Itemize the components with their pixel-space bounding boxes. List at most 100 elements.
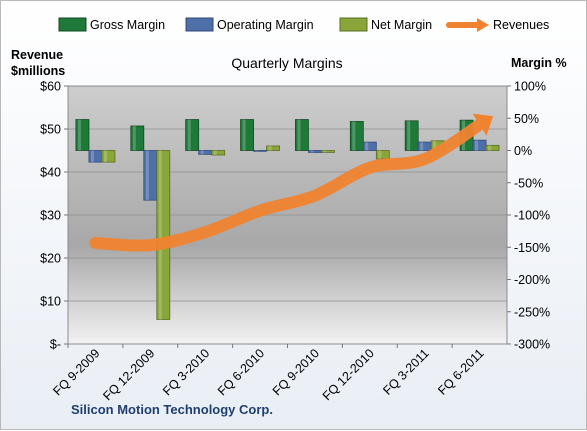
bar-group [295, 120, 308, 151]
bar-operating-margin [254, 151, 267, 152]
bar-group [350, 121, 363, 150]
legend-label-net-margin: Net Margin [371, 18, 432, 32]
bar-group [144, 151, 157, 201]
bar-highlight [475, 140, 478, 150]
bar-highlight [159, 151, 162, 320]
bar-highlight [188, 120, 191, 151]
right-tick-label: -300% [514, 338, 550, 352]
x-tick-label: FQ 9-2009 [50, 346, 102, 398]
bar-highlight [352, 121, 355, 150]
gross-margin-swatch [59, 18, 86, 31]
legend-revenues: Revenues [449, 18, 549, 32]
bar-highlight [104, 151, 107, 163]
net-margin-swatch [340, 18, 367, 31]
right-tick-label: 0% [514, 144, 532, 158]
bar-gross-margin [405, 121, 418, 151]
bar-highlight [201, 151, 204, 155]
bar-gross-margin [241, 120, 254, 151]
left-tick-label: $30 [40, 209, 61, 223]
bar-group [241, 120, 254, 151]
x-tick-label: FQ 6-2010 [215, 346, 267, 398]
bar-net-margin [321, 151, 334, 153]
bar-net-margin [157, 151, 170, 320]
bar-operating-margin [89, 151, 102, 163]
bar-highlight [91, 151, 94, 163]
bar-group [157, 151, 170, 320]
bar-gross-margin [295, 120, 308, 151]
legend-gross-margin: Gross Margin [59, 18, 165, 32]
bar-group [212, 151, 225, 156]
bar-net-margin [376, 151, 389, 159]
bar-net-margin [102, 151, 115, 163]
bar-gross-margin [76, 120, 89, 151]
legend-label-gross-margin: Gross Margin [90, 18, 165, 32]
operating-margin-swatch [186, 18, 213, 31]
left-tick-label: $10 [40, 295, 61, 309]
right-tick-label: 50% [514, 112, 539, 126]
left-tick-label: $60 [40, 80, 61, 94]
bar-operating-margin [418, 142, 431, 150]
bar-highlight [78, 120, 81, 151]
left-tick-label: $20 [40, 252, 61, 266]
revenues-swatch-arrow [477, 18, 489, 32]
right-tick-label: 100% [514, 80, 546, 94]
bar-group [486, 145, 499, 150]
bar-operating-margin [308, 151, 321, 153]
bar-gross-margin [186, 120, 199, 151]
bar-highlight [365, 142, 368, 150]
bar-operating-margin [199, 151, 212, 155]
right-tick-label: -150% [514, 241, 550, 255]
bar-highlight [146, 151, 149, 201]
bar-highlight [407, 121, 410, 151]
left-axis-label-line1: Revenue [11, 48, 63, 62]
company-name: Silicon Motion Technology Corp. [71, 402, 273, 417]
bar-group [308, 151, 321, 153]
chart-title: Quarterly Margins [231, 55, 342, 71]
bar-highlight [488, 145, 491, 150]
bar-highlight [378, 151, 381, 159]
bar-group [405, 121, 418, 151]
bar-group [473, 140, 486, 150]
legend-net-margin: Net Margin [340, 18, 432, 32]
x-tick-label: FQ 9-2010 [270, 346, 322, 398]
bar-highlight [256, 151, 259, 152]
right-tick-label: -100% [514, 209, 550, 223]
bar-group [363, 142, 376, 150]
bar-highlight [323, 151, 326, 153]
x-tick-label: FQ 12-2010 [320, 346, 377, 403]
right-tick-label: -200% [514, 273, 550, 287]
right-tick-label: -250% [514, 305, 550, 319]
bar-net-margin [486, 145, 499, 150]
legend-operating-margin: Operating Margin [186, 18, 314, 32]
right-axis-label: Margin % [511, 56, 567, 70]
bar-highlight [214, 151, 217, 156]
right-tick-label: -50% [514, 176, 543, 190]
bar-group [186, 120, 199, 151]
legend-label-revenues: Revenues [493, 18, 549, 32]
bar-group [89, 151, 102, 163]
left-tick-label: $- [50, 338, 61, 352]
bar-highlight [420, 142, 423, 150]
bar-group [376, 151, 389, 159]
bar-net-margin [267, 146, 280, 151]
bar-highlight [297, 120, 300, 151]
bar-group [254, 151, 267, 152]
bar-group [102, 151, 115, 163]
x-tick-label: FQ 3-2011 [380, 346, 432, 398]
bar-group [131, 126, 144, 151]
bar-net-margin [212, 151, 225, 156]
bar-group [199, 151, 212, 155]
bar-highlight [269, 146, 272, 151]
left-tick-label: $50 [40, 123, 61, 137]
bar-operating-margin [473, 140, 486, 150]
bar-gross-margin [131, 126, 144, 151]
bar-group [267, 146, 280, 151]
bar-operating-margin [363, 142, 376, 150]
x-tick-label: FQ 3-2010 [160, 346, 212, 398]
bar-group [418, 142, 431, 150]
bar-gross-margin [350, 121, 363, 150]
left-tick-label: $40 [40, 166, 61, 180]
bar-operating-margin [144, 151, 157, 201]
